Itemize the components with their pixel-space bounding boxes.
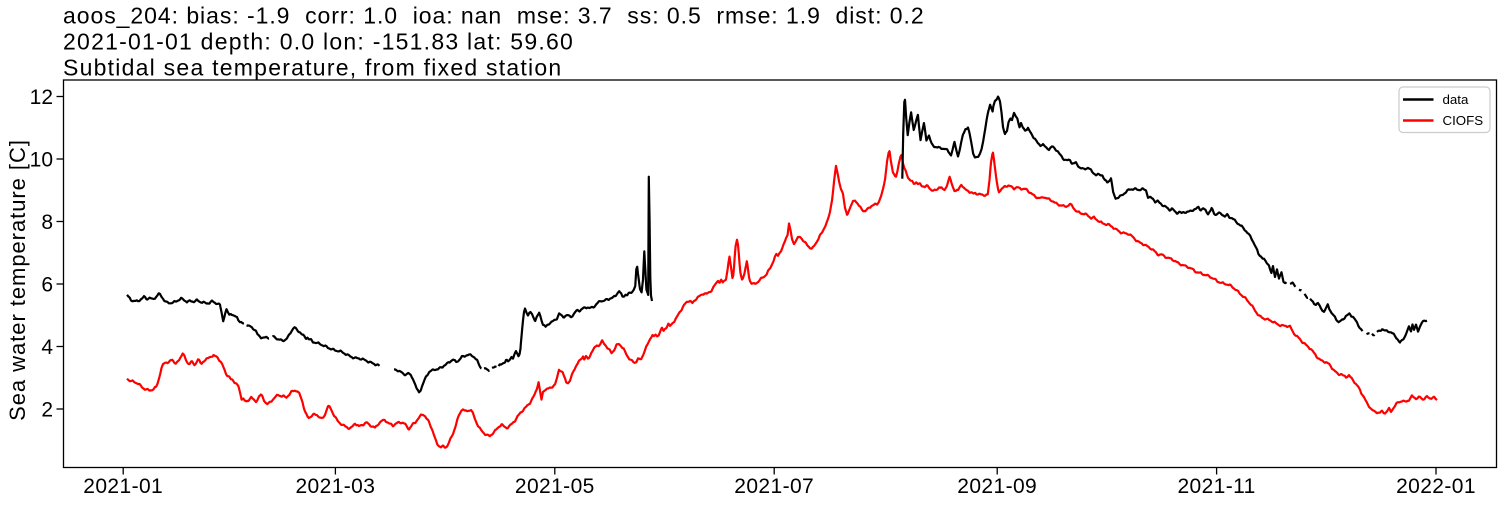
svg-text:2021-03: 2021-03 xyxy=(295,475,375,498)
svg-text:2021-05: 2021-05 xyxy=(515,475,595,498)
svg-text:2021-01-01 depth: 0.0 lon: -15: 2021-01-01 depth: 0.0 lon: -151.83 lat: … xyxy=(63,29,574,55)
svg-text:aoos_204: bias: -1.9 corr: 1.: aoos_204: bias: -1.9 corr: 1.0 ioa: nan … xyxy=(63,3,925,29)
svg-text:8: 8 xyxy=(41,211,53,234)
svg-text:CIOFS: CIOFS xyxy=(1443,113,1484,128)
svg-text:2021-01: 2021-01 xyxy=(83,475,163,498)
svg-text:2021-09: 2021-09 xyxy=(957,475,1037,498)
svg-text:2021-07: 2021-07 xyxy=(734,475,814,498)
svg-text:Sea water temperature [C]: Sea water temperature [C] xyxy=(5,139,30,421)
svg-text:2022-01: 2022-01 xyxy=(1396,475,1476,498)
svg-text:Subtidal sea temperature, from: Subtidal sea temperature, from fixed sta… xyxy=(63,55,562,81)
svg-text:6: 6 xyxy=(41,274,53,297)
svg-text:12: 12 xyxy=(30,86,53,109)
svg-text:10: 10 xyxy=(30,149,53,172)
svg-text:2: 2 xyxy=(41,399,53,422)
svg-text:2021-11: 2021-11 xyxy=(1177,475,1255,498)
svg-text:4: 4 xyxy=(41,336,53,359)
svg-text:data: data xyxy=(1443,92,1469,107)
